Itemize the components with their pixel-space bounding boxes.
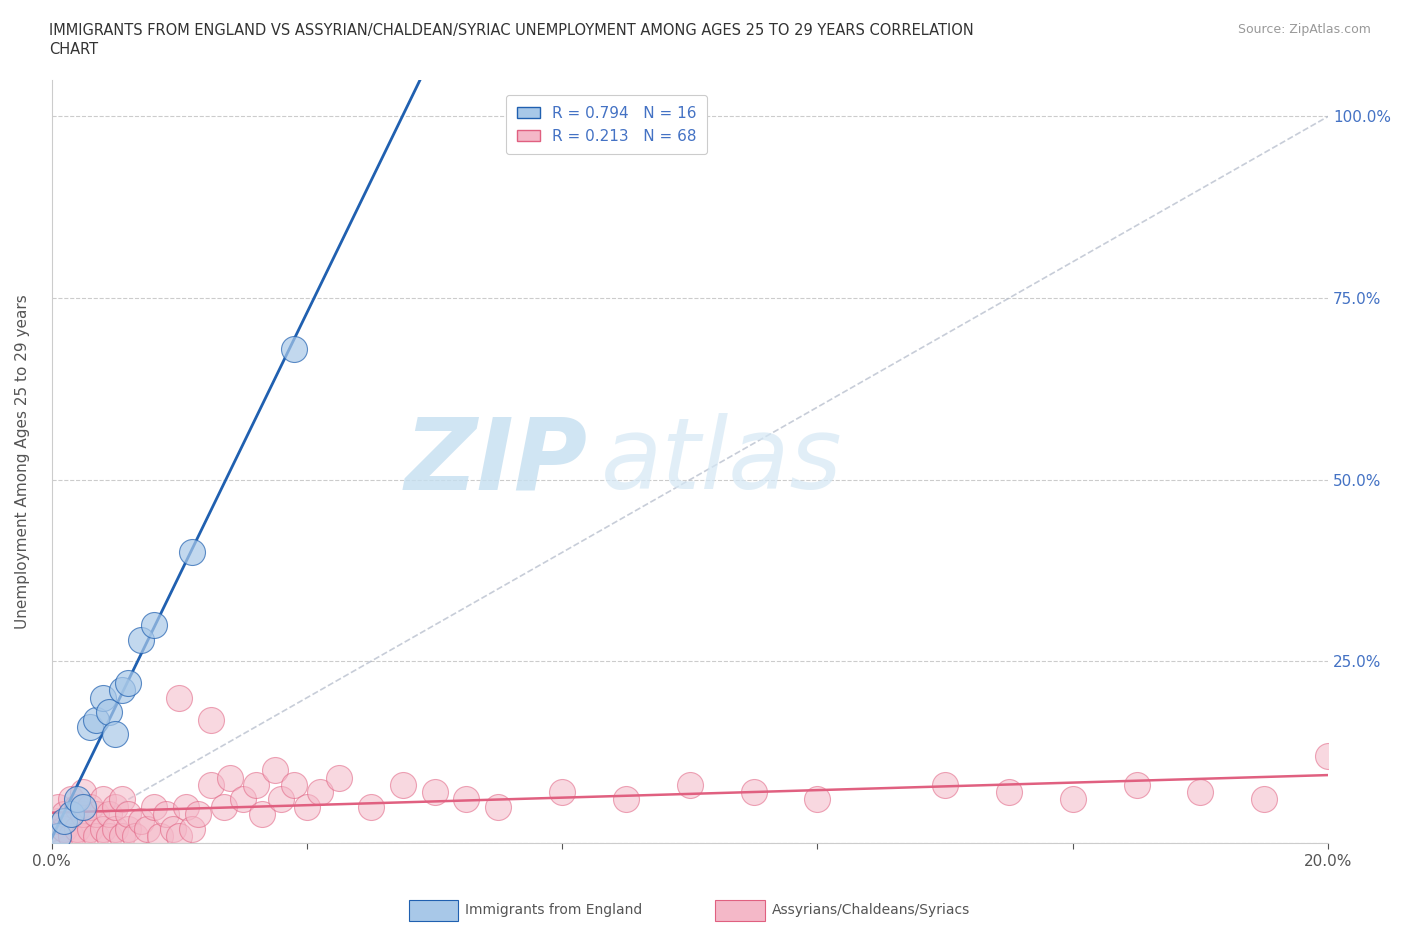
Point xyxy=(167,829,190,844)
Point xyxy=(46,799,69,814)
Point xyxy=(117,821,139,836)
Point xyxy=(72,806,94,821)
Point xyxy=(66,792,89,807)
Point xyxy=(98,806,121,821)
Point xyxy=(264,763,287,777)
Point xyxy=(59,806,82,821)
Point xyxy=(53,806,76,821)
Point xyxy=(360,799,382,814)
Point xyxy=(614,792,637,807)
Point xyxy=(270,792,292,807)
Point xyxy=(1125,777,1147,792)
Text: Assyrians/Chaldeans/Syriacs: Assyrians/Chaldeans/Syriacs xyxy=(772,903,970,918)
Point xyxy=(142,618,165,632)
Point xyxy=(998,785,1021,800)
Point xyxy=(91,792,114,807)
Point xyxy=(328,770,350,785)
Point xyxy=(1317,749,1340,764)
Point xyxy=(155,806,177,821)
Point xyxy=(806,792,828,807)
Point xyxy=(79,720,101,735)
Text: IMMIGRANTS FROM ENGLAND VS ASSYRIAN/CHALDEAN/SYRIAC UNEMPLOYMENT AMONG AGES 25 T: IMMIGRANTS FROM ENGLAND VS ASSYRIAN/CHAL… xyxy=(49,23,974,38)
Point xyxy=(117,676,139,691)
Point xyxy=(111,792,134,807)
Point xyxy=(53,821,76,836)
Point xyxy=(111,829,134,844)
Point xyxy=(91,690,114,705)
Point xyxy=(283,777,305,792)
Point xyxy=(98,829,121,844)
Point xyxy=(742,785,765,800)
Legend: R = 0.794   N = 16, R = 0.213   N = 68: R = 0.794 N = 16, R = 0.213 N = 68 xyxy=(506,96,707,154)
Point xyxy=(84,712,107,727)
Point xyxy=(46,829,69,844)
Point xyxy=(46,814,69,829)
Point xyxy=(72,799,94,814)
Point xyxy=(79,821,101,836)
Point xyxy=(129,814,152,829)
Point xyxy=(59,792,82,807)
Point xyxy=(1253,792,1275,807)
Point xyxy=(72,829,94,844)
Text: atlas: atlas xyxy=(600,413,842,510)
Point xyxy=(174,799,197,814)
Point xyxy=(200,777,222,792)
Point xyxy=(91,821,114,836)
Point xyxy=(104,799,127,814)
Point xyxy=(250,806,273,821)
Point xyxy=(149,829,172,844)
Point xyxy=(84,806,107,821)
Text: Immigrants from England: Immigrants from England xyxy=(465,903,643,918)
Point xyxy=(98,705,121,720)
Point xyxy=(1062,792,1084,807)
Text: Source: ZipAtlas.com: Source: ZipAtlas.com xyxy=(1237,23,1371,36)
Point xyxy=(111,683,134,698)
Point xyxy=(167,690,190,705)
Point xyxy=(66,799,89,814)
Point xyxy=(124,829,146,844)
Point xyxy=(187,806,209,821)
Point xyxy=(104,821,127,836)
Point xyxy=(283,341,305,356)
Point xyxy=(232,792,254,807)
Point xyxy=(308,785,330,800)
Point xyxy=(72,785,94,800)
Point xyxy=(456,792,478,807)
Point xyxy=(84,829,107,844)
Point xyxy=(162,821,184,836)
Point xyxy=(104,726,127,741)
Point xyxy=(295,799,318,814)
Point xyxy=(219,770,242,785)
Point xyxy=(79,799,101,814)
Point xyxy=(142,799,165,814)
Point xyxy=(1189,785,1212,800)
Point xyxy=(129,632,152,647)
Point xyxy=(53,814,76,829)
Text: ZIP: ZIP xyxy=(405,413,588,510)
Point xyxy=(551,785,574,800)
Point xyxy=(245,777,267,792)
Y-axis label: Unemployment Among Ages 25 to 29 years: Unemployment Among Ages 25 to 29 years xyxy=(15,294,30,629)
Point xyxy=(46,829,69,844)
Point xyxy=(391,777,413,792)
Point xyxy=(136,821,159,836)
Text: CHART: CHART xyxy=(49,42,98,57)
Point xyxy=(679,777,702,792)
Point xyxy=(423,785,446,800)
Point xyxy=(200,712,222,727)
Point xyxy=(66,821,89,836)
Point xyxy=(486,799,509,814)
Point xyxy=(181,545,204,560)
Point xyxy=(59,829,82,844)
Point xyxy=(212,799,235,814)
Point xyxy=(934,777,956,792)
Point xyxy=(117,806,139,821)
Point xyxy=(181,821,204,836)
